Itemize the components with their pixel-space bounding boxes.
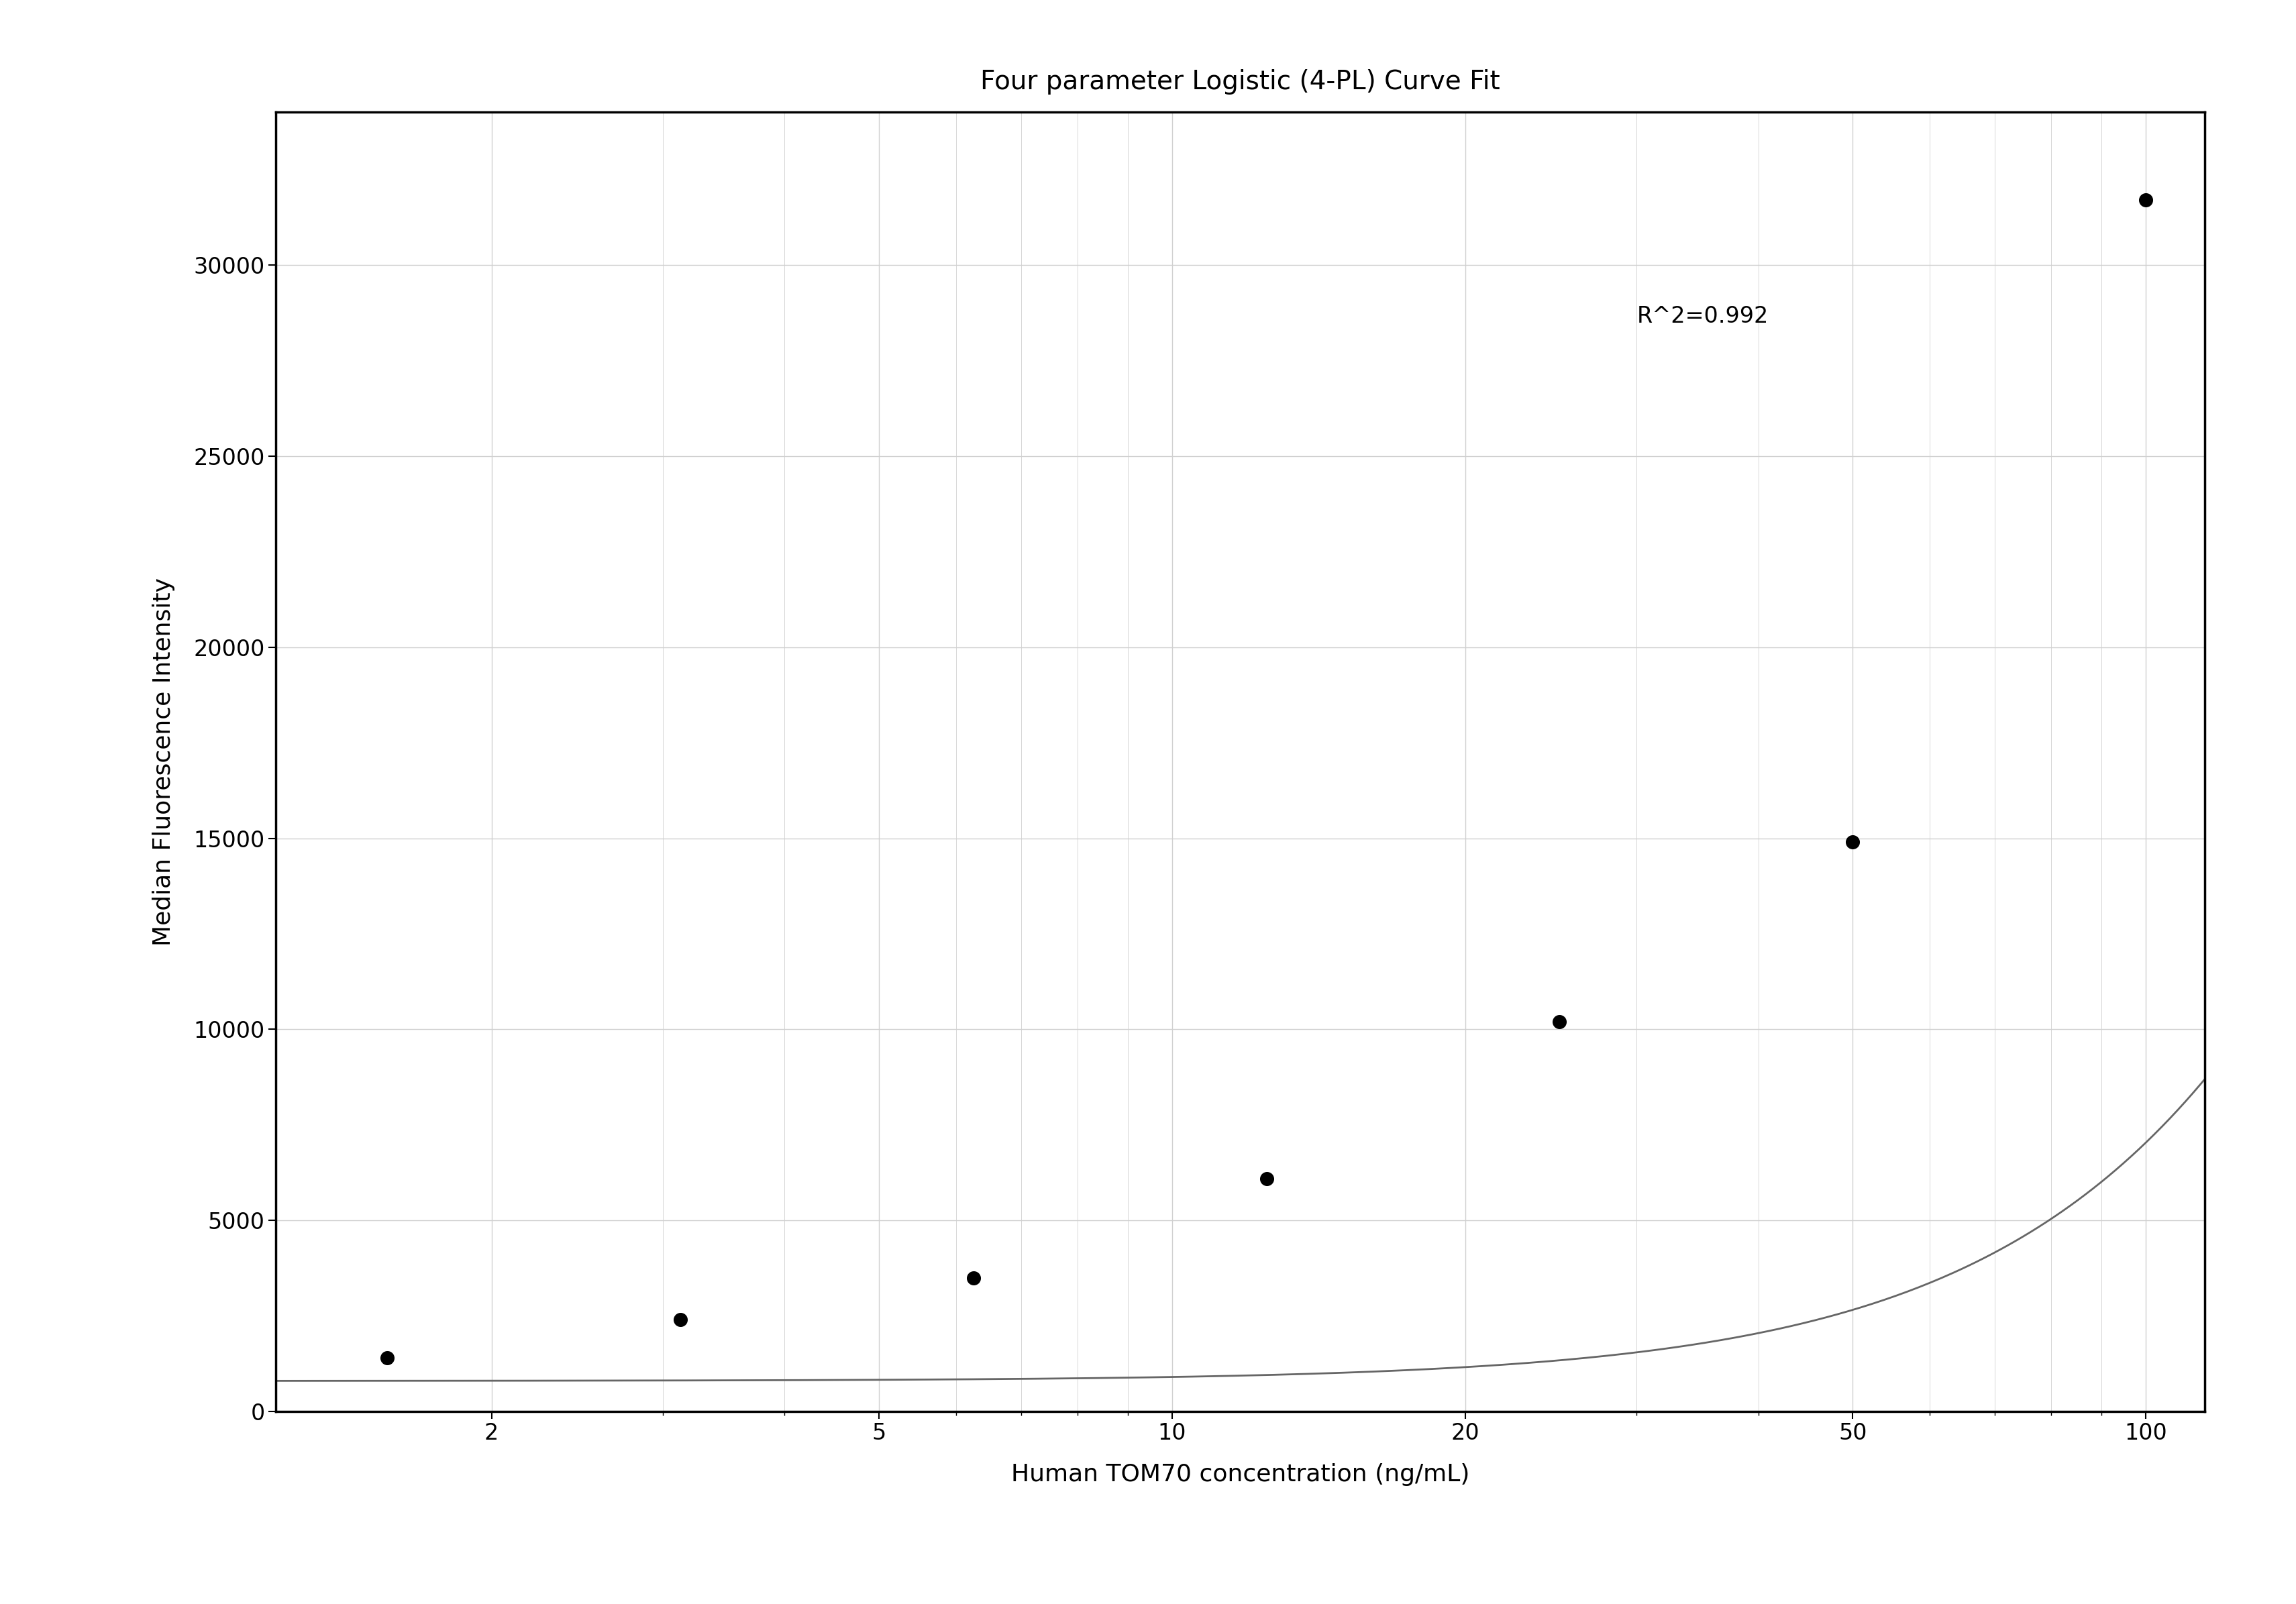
Point (1835, 829, 1871, 855)
Point (1541, 1009, 1577, 1035)
Point (1247, 1166, 1283, 1192)
Y-axis label: Median Fluorescence Intensity: Median Fluorescence Intensity (152, 577, 174, 946)
Title: Four parameter Logistic (4-PL) Curve Fit: Four parameter Logistic (4-PL) Curve Fit (980, 69, 1499, 95)
X-axis label: Human TOM70 concentration (ng/mL): Human TOM70 concentration (ng/mL) (1010, 1463, 1469, 1485)
Point (661, 1307, 698, 1333)
Point (2126, 188, 2163, 213)
Point (955, 1266, 992, 1291)
Text: R^2=0.992: R^2=0.992 (1637, 305, 1768, 327)
Point (370, 1346, 406, 1371)
